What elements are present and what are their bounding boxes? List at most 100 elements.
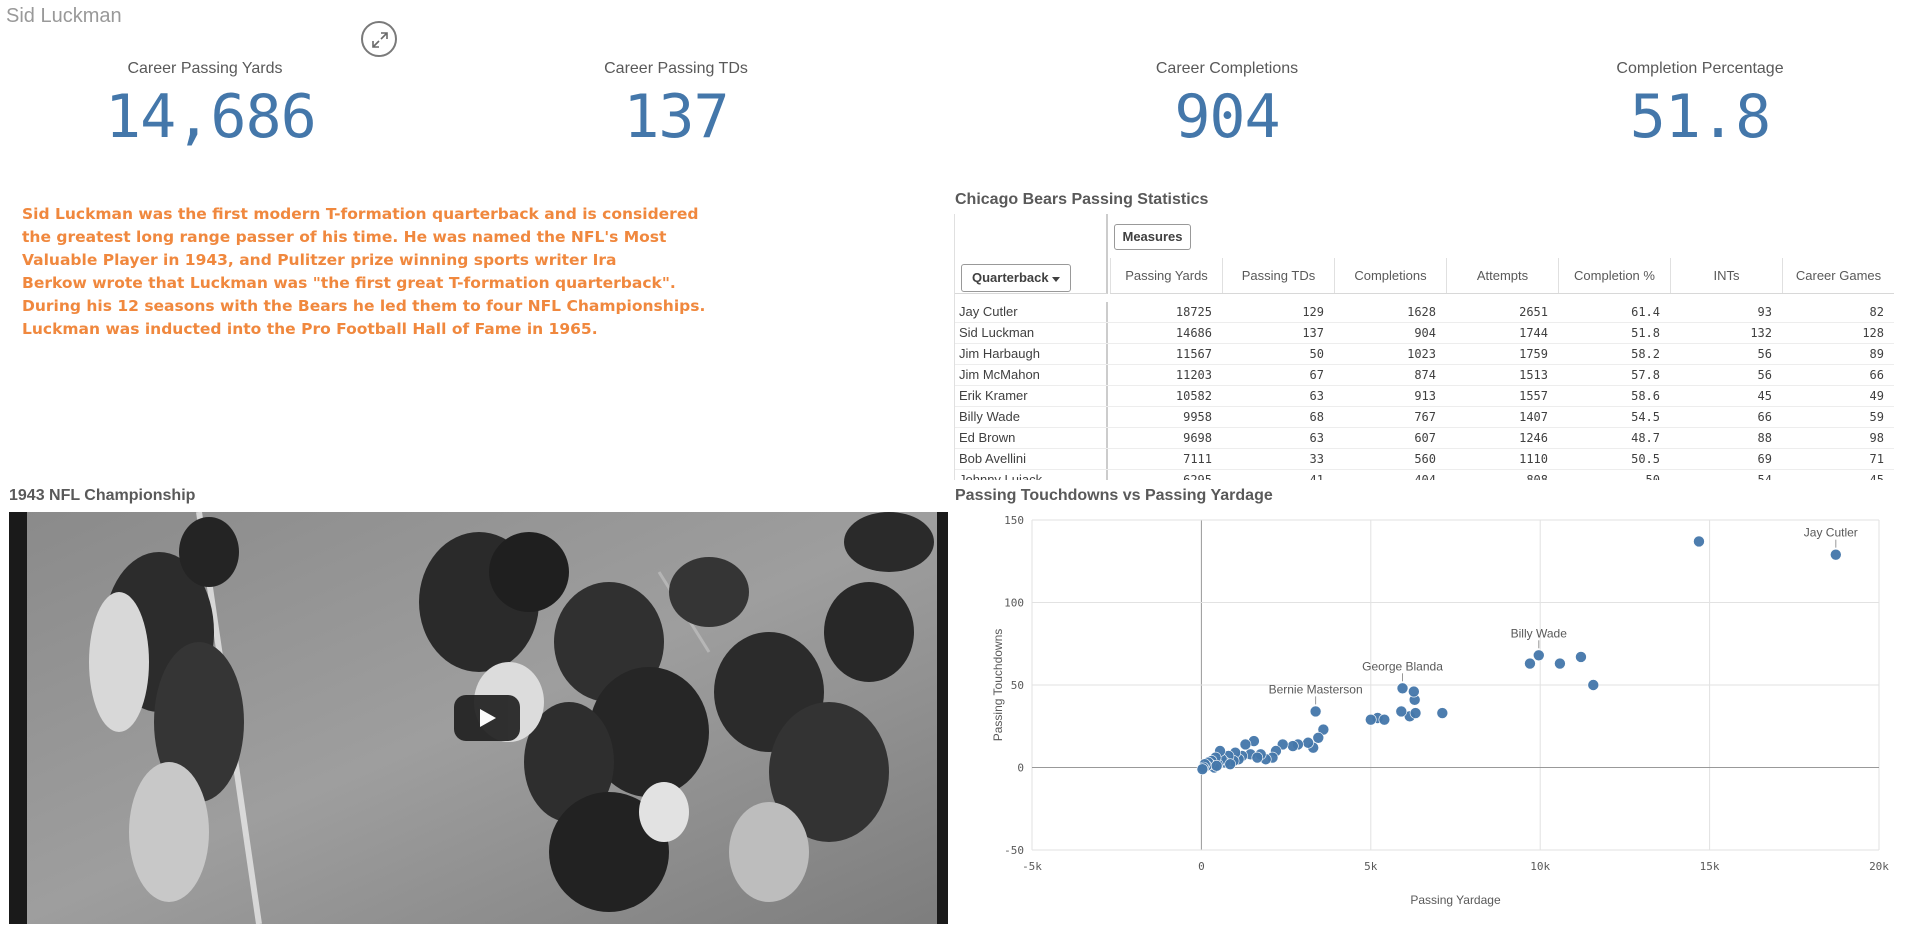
value-cell: 71: [1869, 452, 1884, 466]
bio-line: Luckman was inducted into the Pro Footba…: [22, 320, 598, 338]
column-header[interactable]: INTs: [1670, 258, 1782, 293]
data-point[interactable]: [1395, 705, 1408, 718]
y-tick-label: 150: [1004, 514, 1024, 527]
value-cell: 1557: [1519, 389, 1548, 403]
table-row[interactable]: Sid Luckman 14686 137 904 1744 51.8 132 128: [955, 323, 1894, 344]
data-point[interactable]: [1587, 679, 1600, 691]
data-point[interactable]: [1309, 705, 1322, 718]
y-tick-label: 100: [1004, 597, 1024, 610]
quarterback-cell[interactable]: Erik Kramer: [955, 386, 1108, 406]
data-point[interactable]: [1575, 651, 1587, 663]
value-cell: 68: [1309, 410, 1324, 424]
bio-text: Sid Luckman was the first modern T-forma…: [22, 203, 706, 341]
data-point[interactable]: [1210, 760, 1223, 772]
value-cell: 14686: [1175, 326, 1212, 340]
value-cell: 1759: [1519, 347, 1548, 361]
quarterback-cell[interactable]: Sid Luckman: [955, 323, 1108, 343]
column-header[interactable]: Career Games: [1782, 258, 1894, 293]
table-row[interactable]: Jim McMahon 11203 67 874 1513 57.8 56 66: [955, 365, 1894, 386]
video-player[interactable]: [9, 512, 948, 924]
kpi-label: Career Passing Yards: [127, 60, 283, 77]
point-label: George Blanda: [1362, 659, 1443, 673]
data-point[interactable]: [1830, 548, 1842, 561]
value-cell: 88: [1757, 431, 1772, 445]
quarterback-dimension-button[interactable]: Quarterback: [961, 264, 1071, 292]
x-tick-label: 0: [1198, 860, 1205, 873]
data-point[interactable]: [1251, 751, 1264, 764]
y-tick-label: 0: [1017, 762, 1024, 775]
data-point[interactable]: [1287, 740, 1299, 752]
kpi-career-completions[interactable]: Career Completions 904: [1127, 60, 1327, 152]
value-cell: 1023: [1407, 347, 1436, 361]
data-point[interactable]: [1312, 732, 1325, 744]
value-cell: 48.7: [1631, 431, 1660, 445]
data-point[interactable]: [1554, 657, 1566, 670]
table-row[interactable]: Johnny Lujack 6295 41 404 808 50 54 45: [955, 470, 1894, 480]
y-tick-label: 50: [1011, 679, 1024, 692]
value-cell: 607: [1414, 431, 1436, 445]
data-point[interactable]: [1524, 657, 1536, 670]
data-point[interactable]: [1693, 535, 1705, 548]
quarterback-cell[interactable]: Billy Wade: [955, 407, 1108, 427]
value-cell: 808: [1526, 473, 1548, 480]
column-header[interactable]: Passing TDs: [1222, 258, 1334, 293]
scatter-chart[interactable]: -5k 0 5k 10k 15k 20k -50 0 50 100 150 Passing Yarda…: [954, 505, 1894, 925]
kpi-label: Completion Percentage: [1616, 60, 1784, 77]
value-cell: 59: [1869, 410, 1884, 424]
value-cell: 82: [1869, 305, 1884, 319]
data-point[interactable]: [1196, 763, 1209, 775]
data-point[interactable]: [1378, 713, 1391, 726]
value-cell: 63: [1309, 389, 1324, 403]
data-point[interactable]: [1302, 736, 1314, 749]
column-header[interactable]: Completion %: [1558, 258, 1670, 293]
value-cell: 50.5: [1631, 452, 1660, 466]
value-cell: 1513: [1519, 368, 1548, 382]
value-cell: 7111: [1183, 452, 1212, 466]
bio-line: During his 12 seasons with the Bears he …: [22, 297, 706, 315]
value-cell: 11567: [1175, 347, 1212, 361]
table-row[interactable]: Jay Cutler 18725 129 1628 2651 61.4 93 82: [955, 302, 1894, 323]
point-label: Bernie Masterson: [1269, 682, 1363, 696]
quarterback-cell[interactable]: Bob Avellini: [955, 449, 1108, 469]
data-point[interactable]: [1408, 685, 1420, 698]
kpi-label: Career Completions: [1155, 60, 1299, 77]
value-cell: 49: [1869, 389, 1884, 403]
data-point[interactable]: [1224, 758, 1236, 771]
measures-button[interactable]: Measures: [1114, 224, 1191, 250]
data-point[interactable]: [1436, 707, 1449, 719]
quarterback-cell[interactable]: Jay Cutler: [955, 302, 1108, 322]
table-row[interactable]: Jim Harbaugh 11567 50 1023 1759 58.2 56 89: [955, 344, 1894, 365]
value-cell: 1110: [1519, 452, 1548, 466]
table-row[interactable]: Ed Brown 9698 63 607 1246 48.7 88 98: [955, 428, 1894, 449]
quarterback-cell[interactable]: Jim McMahon: [955, 365, 1108, 385]
data-point[interactable]: [1364, 713, 1377, 726]
data-point[interactable]: [1396, 682, 1409, 695]
data-point[interactable]: [1409, 707, 1422, 719]
kpi-label: Career Passing TDs: [604, 60, 748, 77]
column-header[interactable]: Attempts: [1446, 258, 1558, 293]
expand-icon[interactable]: [361, 21, 397, 57]
quarterback-cell[interactable]: Jim Harbaugh: [955, 344, 1108, 364]
bio-line: Berkow wrote that Luckman was "the first…: [22, 274, 676, 292]
video-frame-image: [9, 512, 948, 924]
kpi-career-passing-tds[interactable]: Career Passing TDs 137: [576, 60, 776, 152]
quarterback-cell[interactable]: Ed Brown: [955, 428, 1108, 448]
data-point[interactable]: [1532, 649, 1545, 662]
column-header[interactable]: Completions: [1334, 258, 1446, 293]
value-cell: 33: [1309, 452, 1324, 466]
kpi-career-passing-yards[interactable]: Career Passing Yards 14,686: [105, 60, 317, 152]
data-point[interactable]: [1239, 738, 1252, 751]
table-row[interactable]: Bob Avellini 7111 33 560 1110 50.5 69 71: [955, 449, 1894, 470]
play-icon[interactable]: [454, 695, 520, 741]
quarterback-cell[interactable]: Johnny Lujack: [955, 470, 1108, 480]
value-cell: 1628: [1407, 305, 1436, 319]
kpi-value: 904: [1174, 82, 1280, 152]
kpi-completion-percentage[interactable]: Completion Percentage 51.8: [1600, 60, 1800, 152]
passing-stats-table[interactable]: Quarterback Measures Passing Yards Passi…: [954, 214, 1894, 480]
value-cell: 58.6: [1631, 389, 1660, 403]
column-header[interactable]: Passing Yards: [1110, 258, 1222, 293]
table-row[interactable]: Erik Kramer 10582 63 913 1557 58.6 45 49: [955, 386, 1894, 407]
value-cell: 63: [1309, 431, 1324, 445]
dimension-header: Quarterback: [955, 214, 1108, 294]
table-row[interactable]: Billy Wade 9958 68 767 1407 54.5 66 59: [955, 407, 1894, 428]
